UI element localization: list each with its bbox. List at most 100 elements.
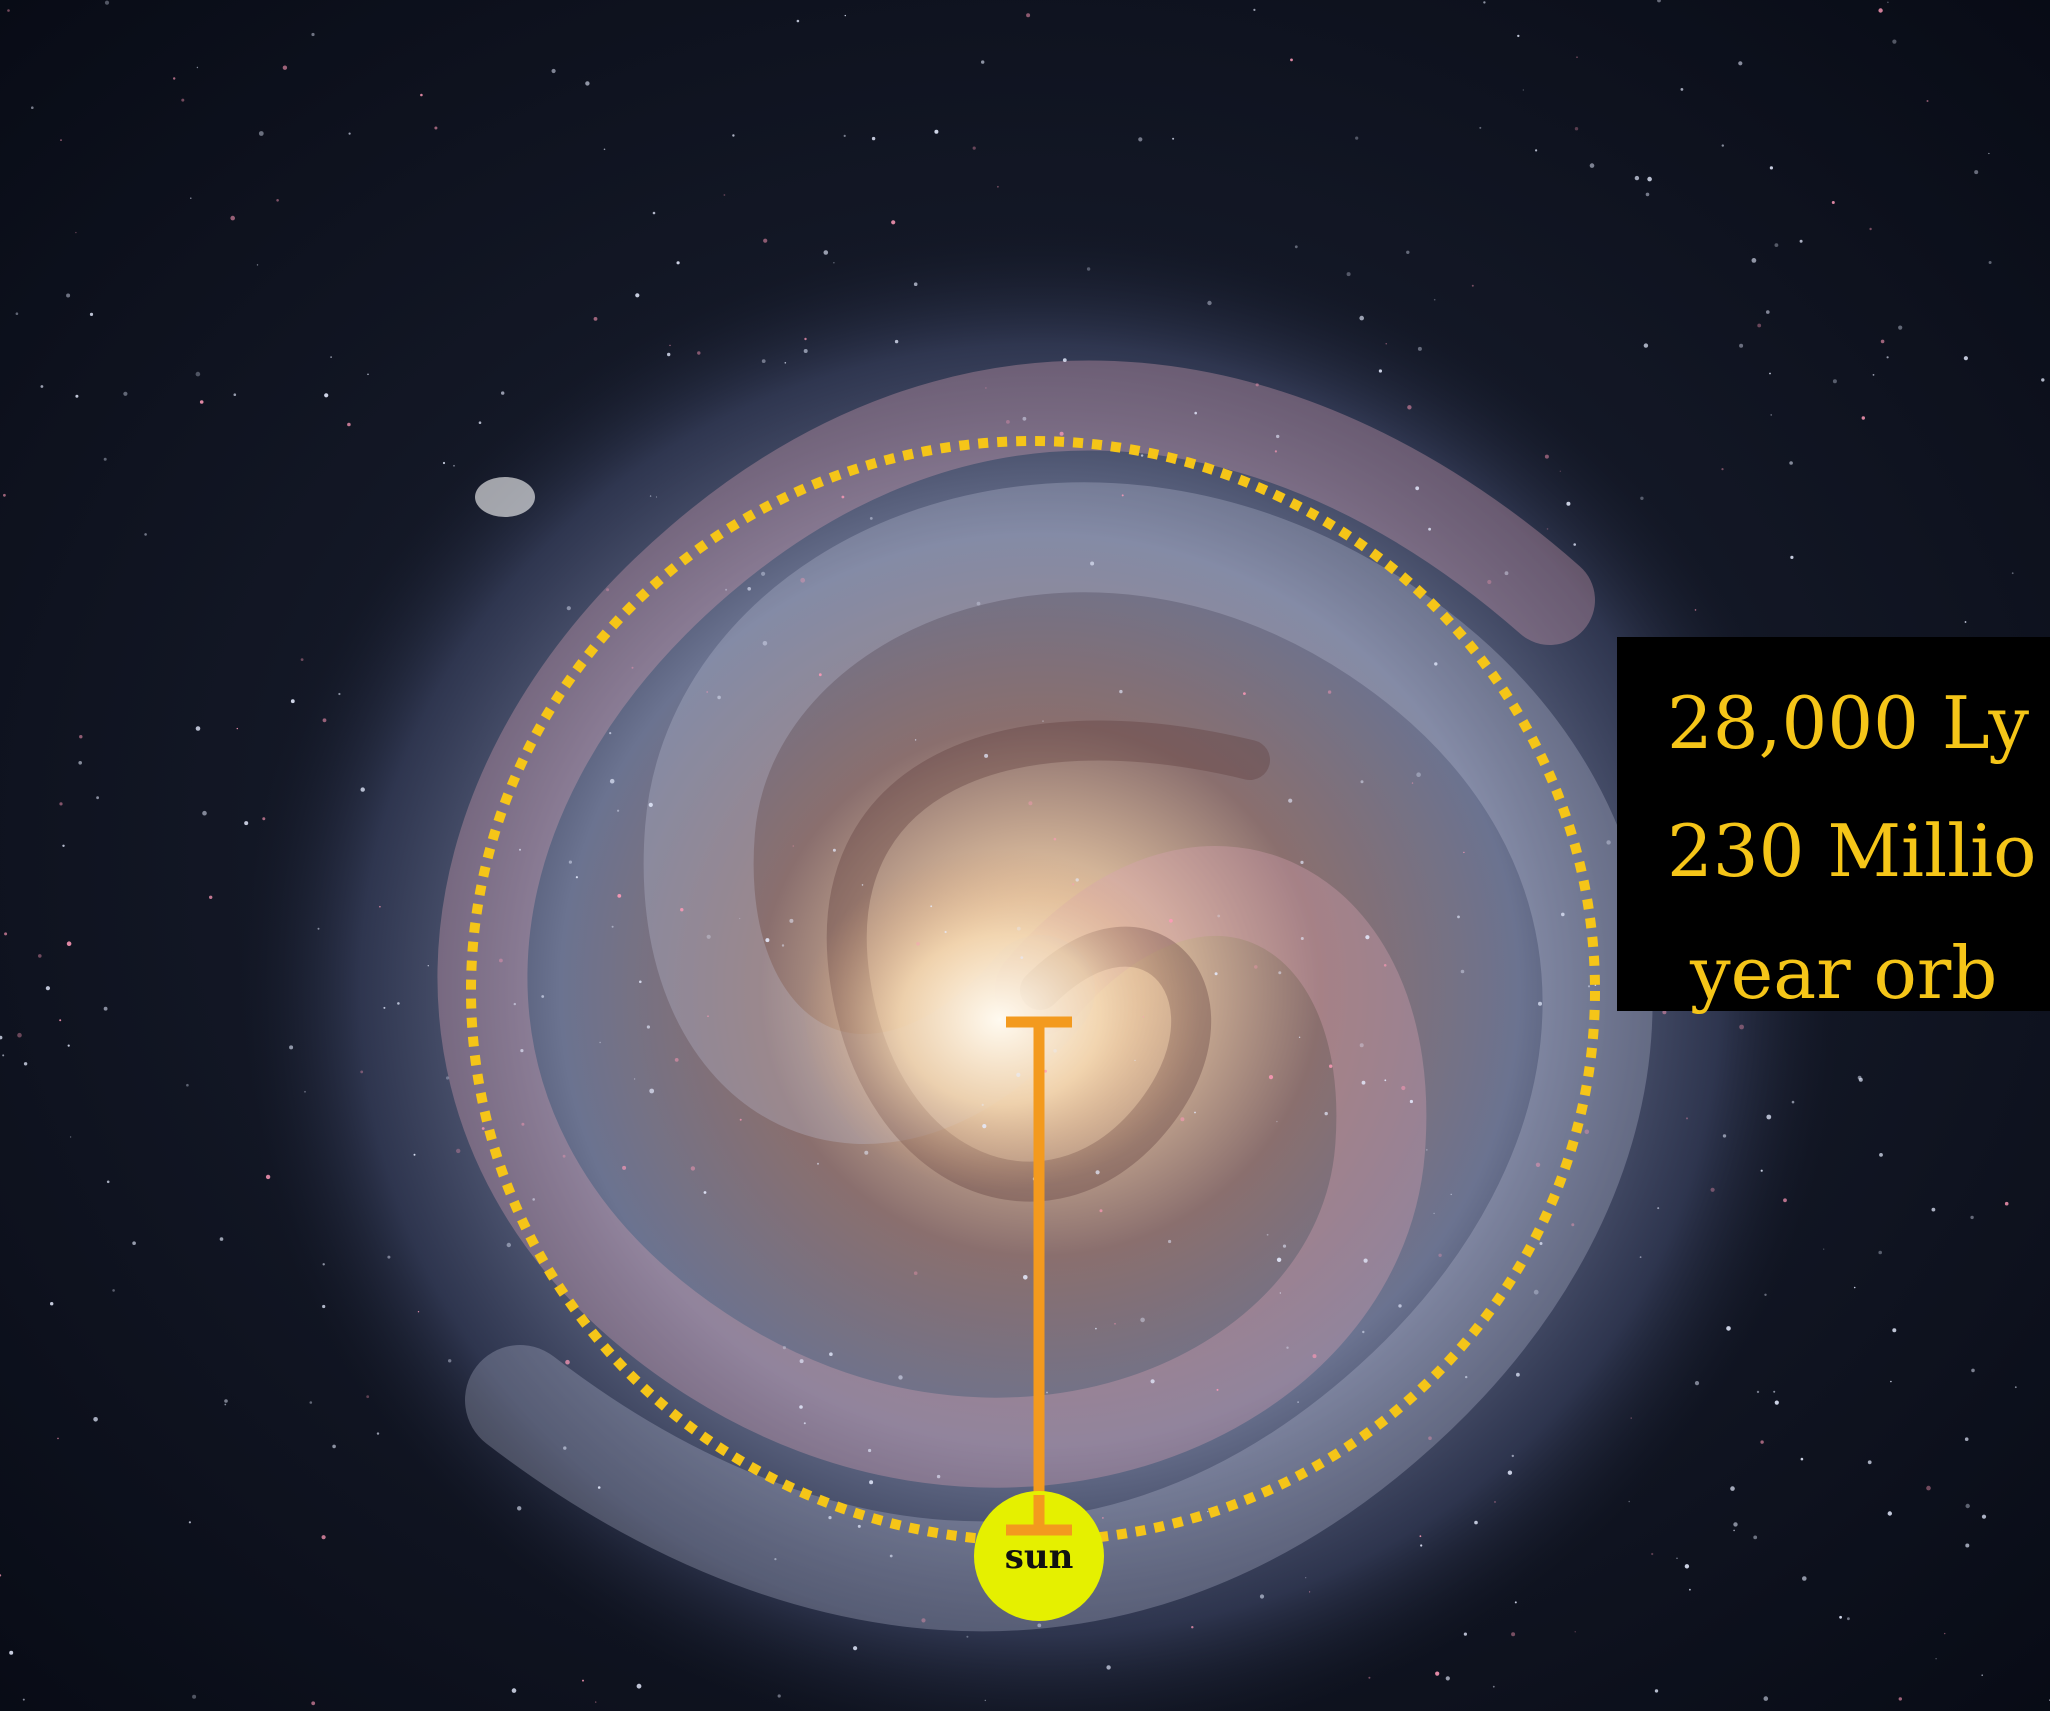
star: [706, 691, 709, 693]
star: [799, 1405, 803, 1409]
star: [417, 1311, 420, 1313]
star: [276, 199, 279, 202]
star: [1434, 662, 1438, 666]
star: [1114, 1323, 1116, 1325]
star: [1172, 137, 1175, 140]
star: [1194, 1111, 1196, 1114]
star: [800, 577, 806, 583]
star: [1887, 1, 1889, 4]
star: [1119, 689, 1123, 694]
star: [1774, 243, 1779, 248]
star: [1630, 1417, 1632, 1419]
star: [209, 895, 213, 899]
star: [262, 817, 266, 821]
star: [311, 1701, 316, 1706]
star: [562, 1154, 566, 1158]
star: [22, 1698, 25, 1701]
star: [1243, 692, 1246, 695]
star: [1411, 782, 1414, 784]
star: [1694, 609, 1697, 611]
star: [1858, 1077, 1863, 1082]
star: [132, 1241, 136, 1245]
star: [1274, 450, 1277, 453]
star: [519, 848, 521, 851]
star: [934, 129, 939, 134]
star: [703, 1191, 707, 1194]
star: [1016, 1072, 1021, 1077]
star: [1023, 1275, 1028, 1280]
star: [511, 1688, 517, 1693]
annotation: 28,000 Ly 230 Millio year orb: [1617, 637, 2050, 1015]
star: [1359, 315, 1364, 321]
star: [868, 1448, 872, 1453]
star: [829, 1352, 833, 1356]
star: [739, 1118, 742, 1121]
star: [1095, 1170, 1100, 1175]
star: [1042, 720, 1044, 722]
star: [828, 1516, 832, 1520]
star: [1492, 1685, 1495, 1688]
galaxy-core: [800, 850, 1200, 1190]
star: [62, 844, 65, 847]
star: [1733, 1522, 1738, 1527]
star: [792, 845, 795, 847]
star: [258, 131, 264, 136]
star: [3, 493, 6, 497]
star: [1739, 343, 1744, 348]
star: [1479, 126, 1482, 129]
star: [784, 362, 787, 364]
star: [2011, 572, 2014, 575]
star: [1385, 343, 1387, 345]
star: [1710, 1187, 1715, 1192]
star: [1800, 1457, 1804, 1461]
star: [1207, 1511, 1209, 1513]
star: [1926, 1485, 1931, 1491]
star: [782, 1346, 787, 1350]
star: [1419, 1535, 1422, 1538]
star: [513, 1002, 516, 1006]
star: [639, 980, 642, 984]
star: [982, 1124, 987, 1129]
star: [1867, 1460, 1872, 1465]
star: [1044, 1069, 1047, 1073]
star: [434, 126, 438, 130]
star: [1898, 325, 1903, 330]
star: [413, 1153, 416, 1156]
star: [322, 1263, 325, 1266]
star: [891, 220, 896, 225]
star: [869, 517, 873, 520]
star: [1892, 39, 1897, 44]
star: [289, 1045, 294, 1050]
star: [173, 77, 176, 80]
star: [1965, 1503, 1970, 1509]
star: [1789, 461, 1793, 465]
star: [690, 1166, 696, 1171]
star: [1773, 1390, 1776, 1393]
annotation-line: 230 Millio: [1667, 809, 2037, 893]
star: [1546, 528, 1549, 530]
star: [219, 1237, 224, 1241]
star: [1770, 414, 1772, 416]
star: [1522, 89, 1524, 91]
star: [833, 262, 835, 264]
star: [96, 796, 99, 800]
star: [453, 464, 455, 467]
star: [1576, 56, 1578, 58]
star: [1766, 310, 1770, 314]
star: [1194, 411, 1197, 415]
star: [1853, 1286, 1856, 1289]
star: [1406, 250, 1410, 254]
star: [199, 400, 204, 404]
star: [595, 1701, 597, 1703]
star: [256, 264, 259, 266]
star: [541, 995, 545, 998]
star: [936, 1474, 941, 1479]
star: [50, 1302, 54, 1306]
star: [633, 1078, 636, 1080]
star: [765, 938, 770, 943]
star: [706, 934, 711, 939]
star: [379, 905, 381, 908]
star: [981, 60, 985, 64]
star: [717, 695, 721, 700]
